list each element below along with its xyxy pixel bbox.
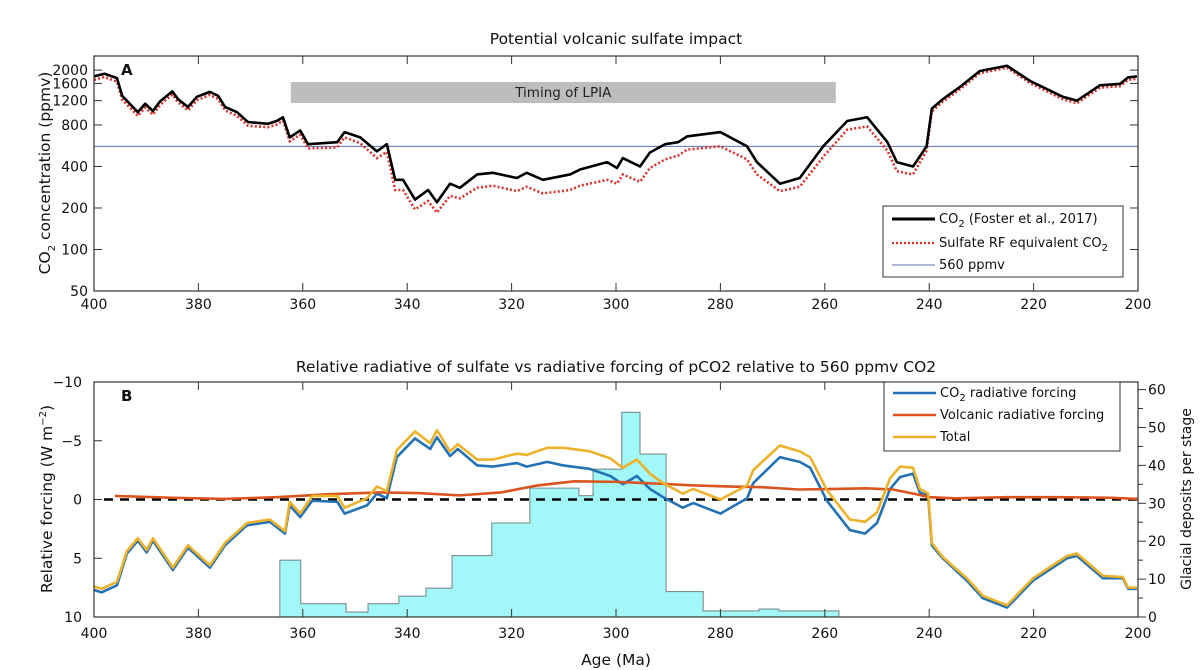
x-tick-label: 200: [1125, 626, 1152, 642]
glacial-deposits-histogram: [279, 411, 840, 617]
x-tick-label: 300: [603, 626, 630, 642]
lpia-annotation: Timing of LPIA: [290, 82, 836, 103]
histogram-bar: [425, 588, 453, 617]
legend-label-co2: CO2 (Foster et al., 2017): [939, 212, 1098, 230]
right-y-tick-label: 0: [1148, 610, 1157, 626]
y-tick-label: 10: [64, 610, 82, 626]
histogram-bar: [759, 609, 779, 617]
right-y-tick-label: 60: [1148, 383, 1166, 399]
panel-a-plot-area: [93, 64, 1138, 215]
histogram-bar: [346, 612, 369, 617]
x-tick-label: 280: [707, 297, 734, 313]
panel-a-ylabel: CO2 concentration (ppmv): [36, 72, 58, 275]
panel-b-title: Relative radiative of sulfate vs radiati…: [296, 358, 936, 376]
panel-a-legend: CO2 (Foster et al., 2017) Sulfate RF equ…: [882, 205, 1124, 278]
x-tick-label: 300: [603, 297, 630, 313]
right-y-tick-label: 30: [1148, 496, 1166, 512]
histogram-bar: [368, 603, 399, 617]
y-tick-label: −5: [61, 434, 82, 450]
x-tick-label: 220: [1020, 626, 1047, 642]
panel-b-letter: B: [121, 387, 132, 405]
x-tick-label: 400: [81, 626, 108, 642]
y-tick-label: 400: [61, 159, 88, 175]
lpia-bar: [290, 82, 836, 103]
histogram-outline: [279, 411, 840, 617]
legend-label-co2-rf: CO2 radiative forcing: [940, 386, 1076, 404]
x-tick-label: 240: [916, 626, 943, 642]
histogram-bar: [666, 591, 704, 617]
histogram-bar: [593, 469, 622, 617]
y-tick-label: 0: [73, 493, 82, 509]
series-co2-line: [93, 64, 1138, 204]
legend-label-volcanic: Volcanic radiative forcing: [940, 408, 1104, 423]
x-tick-label: 240: [916, 297, 943, 313]
right-y-tick-label: 50: [1148, 420, 1166, 436]
histogram-bar: [703, 610, 760, 617]
y-tick-label: 100: [61, 242, 88, 258]
x-tick-label: 380: [185, 297, 212, 313]
histogram-bar: [778, 610, 839, 617]
legend-label-sulfate: Sulfate RF equivalent CO2: [939, 236, 1108, 254]
y-tick-label: 800: [61, 118, 88, 134]
y-tick-label: 200: [61, 201, 88, 217]
panel-a-letter: A: [121, 61, 133, 79]
panel-a-title: Potential volcanic sulfate impact: [490, 30, 742, 48]
x-tick-label: 260: [811, 297, 838, 313]
x-tick-label: 320: [498, 626, 525, 642]
panel-b-axes: 400 380 360 340 320 300 280 260 240 220 200−10−505…: [52, 375, 1165, 642]
histogram-bar: [621, 412, 641, 617]
right-y-tick-label: 40: [1148, 458, 1166, 474]
x-tick-label: 220: [1020, 297, 1047, 313]
x-tick-label: 360: [289, 297, 316, 313]
histogram-bar: [640, 454, 667, 617]
x-tick-label: 200: [1125, 297, 1152, 313]
histogram-bar: [398, 596, 426, 617]
histogram-bar: [452, 555, 492, 617]
histogram-bar: [491, 523, 530, 617]
y-tick-label: 1600: [52, 76, 88, 92]
series-sulfate-line: [93, 66, 1138, 215]
histogram-bar: [300, 603, 347, 617]
x-tick-label: 340: [394, 297, 421, 313]
right-y-tick-label: 20: [1148, 534, 1166, 550]
lpia-label: Timing of LPIA: [514, 85, 612, 101]
x-tick-label: 320: [498, 297, 525, 313]
panel-b-ylabel: Relative forcing (W m−2): [38, 405, 56, 593]
y-tick-label: 50: [70, 284, 88, 300]
histogram-bar: [578, 495, 594, 617]
x-tick-label: 260: [811, 626, 838, 642]
x-tick-label: 380: [185, 626, 212, 642]
series-total-line: [93, 428, 1137, 607]
panel-b-legend: CO2 radiative forcing Volcanic radiative…: [883, 381, 1121, 452]
histogram-bar: [529, 488, 579, 617]
x-tick-label: 400: [81, 297, 108, 313]
x-tick-label: 360: [289, 626, 316, 642]
y-tick-label: 2000: [52, 63, 88, 79]
legend-label-total: Total: [939, 430, 970, 445]
x-tick-label: 280: [707, 626, 734, 642]
series-volcanic-rf-line: [114, 479, 1139, 501]
y-tick-label: −10: [52, 375, 82, 391]
panel-b-ylabel-right: Glacial deposits per stage: [1179, 408, 1195, 590]
panel-b-plot-area: [93, 428, 1139, 609]
legend-label-560: 560 ppmv: [939, 258, 1005, 273]
x-tick-label: 340: [394, 626, 421, 642]
panel-a: Potential volcanic sulfate impact Timing…: [36, 30, 1151, 313]
panel-b: Relative radiative of sulfate vs radiati…: [38, 358, 1195, 669]
histogram-bar: [279, 560, 301, 617]
right-y-tick-label: 10: [1148, 572, 1166, 588]
y-tick-label: 1200: [52, 94, 88, 110]
panel-a-axes: 400 380 360 340 320 300 280 260 240 220 200 50 100 20…: [52, 55, 1152, 313]
y-tick-label: 5: [73, 551, 82, 567]
panel-b-xlabel: Age (Ma): [581, 651, 651, 669]
